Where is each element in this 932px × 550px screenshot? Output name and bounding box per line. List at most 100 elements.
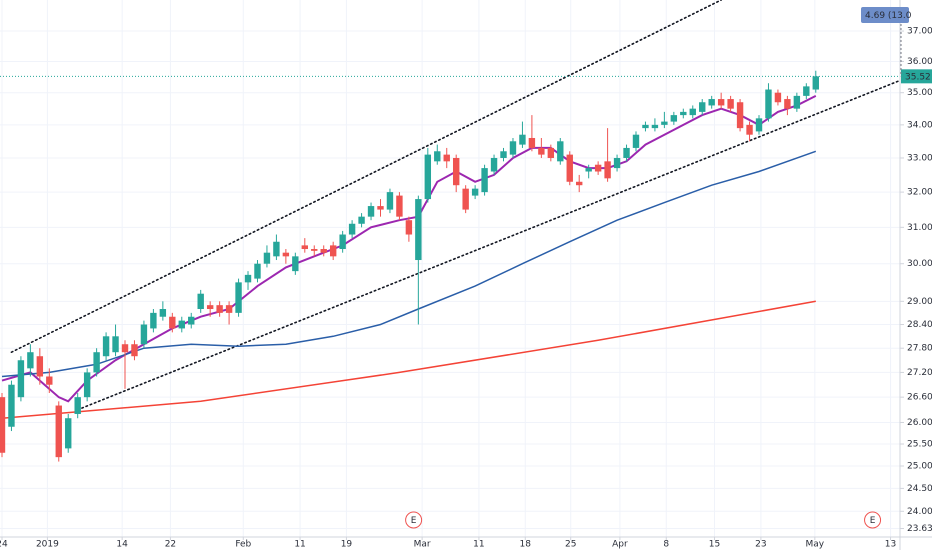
- y-tick-label: 24.50: [907, 484, 932, 494]
- x-tick-label: Feb: [235, 540, 251, 550]
- candle-body: [594, 164, 602, 172]
- candle-body: [282, 252, 290, 257]
- candle-body: [112, 336, 119, 353]
- candle-body: [159, 309, 167, 317]
- event-marker: [405, 511, 423, 529]
- candle-body: [689, 108, 696, 116]
- x-tick-label: 24: [0, 540, 8, 550]
- candle-body: [65, 418, 72, 449]
- candle-body: [386, 192, 394, 210]
- candle-body: [206, 305, 214, 310]
- candle-body: [329, 245, 337, 257]
- candle-body: [443, 154, 450, 162]
- candle-body: [396, 195, 403, 217]
- y-tick-label: 31.00: [907, 223, 932, 233]
- candle-body: [576, 181, 583, 186]
- candle-body: [680, 111, 687, 116]
- candle-body: [55, 405, 62, 458]
- candle-body: [632, 134, 640, 148]
- x-tick-label: 11: [473, 540, 484, 550]
- candle-body: [424, 154, 432, 200]
- y-tick-label: 27.20: [907, 368, 932, 378]
- candle-body: [216, 305, 223, 313]
- candle-body: [812, 76, 819, 90]
- x-tick-label: 15: [709, 540, 720, 550]
- candle-body: [793, 95, 801, 109]
- candle-body: [121, 344, 129, 353]
- candle-body: [708, 99, 715, 106]
- y-tick-label: 30.00: [907, 259, 932, 269]
- candle-body: [17, 360, 25, 398]
- candle-body: [273, 241, 280, 257]
- y-tick-label: 26.00: [907, 418, 932, 428]
- candle-body: [651, 124, 659, 129]
- y-tick-label: 36.00: [907, 57, 932, 67]
- candle-body: [661, 121, 668, 125]
- candle-body: [339, 234, 346, 250]
- candle-body: [311, 249, 318, 251]
- candle-body: [452, 157, 460, 186]
- candle-body: [519, 134, 526, 145]
- candle-body: [765, 89, 772, 119]
- x-tick-label: 8: [663, 540, 669, 550]
- y-tick-label: 37.00: [907, 27, 932, 37]
- event-label: E: [411, 516, 417, 526]
- x-tick-label: 25: [565, 540, 576, 550]
- moving-average: [1, 95, 817, 403]
- event-label: E: [870, 516, 876, 526]
- candle-body: [784, 99, 791, 109]
- candle-body: [8, 384, 15, 427]
- candle-body: [188, 316, 195, 325]
- trend-line: [10, 0, 722, 354]
- candle-body: [244, 274, 252, 283]
- axes: 37.00 36.00 35.00 34.00 33.00 32.00 31.00 30.00…: [0, 7, 932, 550]
- y-tick-label: 33.00: [907, 153, 932, 163]
- candle-body: [642, 124, 649, 129]
- candle-body: [670, 115, 678, 122]
- candle-body: [150, 312, 157, 329]
- candle-body: [169, 316, 176, 329]
- measure-label: 4.69 (13.0: [865, 11, 912, 21]
- x-tick-label: Apr: [612, 540, 628, 550]
- candle-body: [803, 86, 810, 96]
- candle-body: [509, 141, 517, 155]
- price-label-box: [901, 69, 932, 84]
- candle-body: [774, 92, 782, 103]
- candle-body: [528, 137, 536, 148]
- x-tick-label: 14: [116, 540, 128, 550]
- candle-body: [471, 188, 479, 196]
- x-tick-label: 19: [341, 540, 353, 550]
- candle-body: [178, 320, 185, 329]
- x-tick-label: 2019: [36, 540, 59, 550]
- candle-body: [254, 263, 261, 279]
- candle-body: [717, 99, 725, 106]
- candle-body: [490, 157, 498, 172]
- candle-body: [74, 397, 81, 414]
- x-tick-label: 13: [885, 540, 896, 550]
- x-tick-label: 22: [165, 540, 176, 550]
- candle-body: [566, 154, 573, 182]
- candle-body: [405, 220, 413, 235]
- event-marker: [864, 511, 882, 529]
- candle-body: [197, 293, 204, 310]
- trend-line: [76, 79, 900, 411]
- price-label: 35.52: [905, 72, 931, 82]
- candle-body: [131, 344, 138, 357]
- candle-body: [377, 206, 384, 210]
- y-tick-label: 32.00: [907, 188, 932, 198]
- candle-body: [358, 216, 365, 224]
- candle-body: [140, 324, 148, 345]
- candle-body: [538, 147, 545, 155]
- candle-body: [585, 168, 592, 172]
- candle-body: [83, 372, 91, 398]
- moving-average: [1, 300, 816, 419]
- candle-body: [623, 147, 630, 158]
- candle-body: [320, 249, 327, 253]
- candle-body: [604, 161, 611, 179]
- candle-body: [36, 356, 44, 377]
- x-tick-label: 23: [755, 540, 766, 550]
- candle-body: [46, 376, 53, 385]
